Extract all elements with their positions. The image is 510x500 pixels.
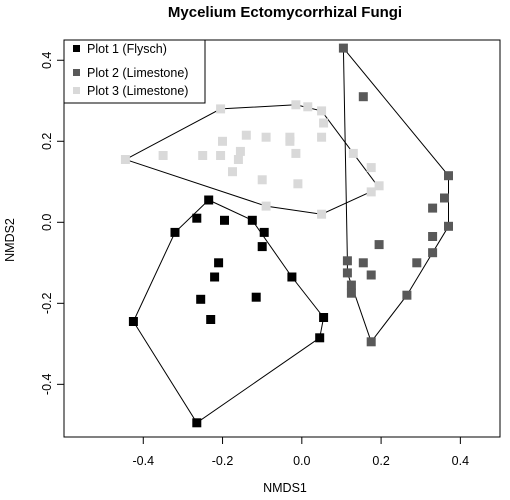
- point-plot-3: [218, 136, 227, 146]
- point-plot-2: [366, 270, 376, 280]
- point-plot-2: [366, 337, 376, 347]
- point-plot-1: [259, 227, 269, 237]
- point-plot-3: [366, 163, 376, 173]
- point-plot-1: [170, 227, 180, 237]
- point-plot-3: [366, 187, 376, 197]
- point-plot-3: [233, 155, 243, 164]
- point-plot-3: [303, 102, 313, 112]
- point-plot-3: [216, 104, 226, 114]
- point-plot-3: [261, 201, 271, 211]
- point-plot-3: [293, 179, 303, 189]
- y-tick-label: 0.2: [40, 133, 54, 150]
- point-plot-3: [228, 167, 237, 177]
- point-plot-2: [374, 240, 384, 250]
- legend-swatch-plot-2: [73, 69, 80, 76]
- point-plot-1: [196, 294, 206, 304]
- point-plot-1: [214, 258, 224, 268]
- point-plot-1: [319, 313, 329, 322]
- legend-box: [63, 39, 206, 104]
- y-tick-label: 0.4: [40, 52, 54, 69]
- point-plot-3: [317, 209, 327, 219]
- point-plot-3: [317, 132, 327, 142]
- y-axis-label: NMDS2: [3, 218, 17, 262]
- legend-swatch-plot-3: [73, 87, 80, 94]
- point-plot-3: [261, 132, 271, 142]
- point-plot-1: [204, 195, 214, 205]
- point-plot-3: [158, 151, 168, 160]
- point-plot-3: [291, 100, 301, 110]
- point-plot-1: [192, 213, 202, 223]
- point-plot-1: [220, 215, 229, 225]
- point-plot-2: [440, 193, 449, 203]
- point-plot-2: [428, 232, 438, 241]
- point-plot-3: [120, 155, 130, 164]
- point-plot-3: [285, 136, 295, 146]
- point-plot-1: [315, 333, 325, 343]
- points-layer: [120, 43, 453, 428]
- point-plot-1: [128, 317, 138, 326]
- point-plot-1: [206, 315, 216, 324]
- x-tick-label: 0.4: [452, 454, 469, 468]
- point-plot-2: [358, 92, 368, 102]
- point-plot-1: [251, 292, 261, 302]
- point-plot-2: [358, 258, 368, 268]
- point-plot-1: [257, 242, 267, 252]
- point-plot-3: [348, 148, 358, 158]
- y-axis: -0.4 -0.2 0.0 0.2 0.4: [40, 52, 65, 395]
- legend-swatch-plot-1: [73, 45, 80, 52]
- x-tick-label: 0.0: [293, 454, 310, 468]
- legend-label-plot-3: Plot 3 (Limestone): [87, 84, 188, 98]
- point-plot-2: [428, 203, 438, 213]
- legend: Plot 1 (Flysch) Plot 2 (Limestone) Plot …: [63, 39, 206, 104]
- chart-title: Mycelium Ectomycorrhizal Fungi: [168, 4, 402, 21]
- point-plot-3: [291, 148, 301, 158]
- hull-plot-1: [132, 199, 325, 424]
- y-tick-label: -0.4: [40, 373, 54, 395]
- point-plot-3: [319, 118, 329, 128]
- legend-label-plot-2: Plot 2 (Limestone): [87, 66, 188, 80]
- point-plot-2: [342, 268, 352, 278]
- point-plot-2: [444, 221, 453, 231]
- point-plot-3: [317, 106, 327, 116]
- point-plot-3: [257, 175, 267, 185]
- point-plot-3: [216, 151, 226, 160]
- point-plot-2: [346, 288, 356, 298]
- x-tick-label: -0.4: [132, 454, 154, 468]
- point-plot-2: [346, 280, 356, 290]
- point-plot-1: [247, 215, 257, 225]
- y-tick-label: -0.2: [40, 292, 54, 314]
- point-plot-2: [412, 258, 422, 268]
- hull-plot-2: [342, 46, 449, 343]
- point-plot-1: [210, 272, 220, 282]
- point-plot-1: [287, 272, 297, 282]
- point-plot-1: [192, 418, 202, 428]
- point-plot-3: [374, 181, 384, 191]
- point-plot-2: [342, 256, 352, 266]
- point-plot-2: [338, 43, 348, 53]
- legend-label-plot-1: Plot 1 (Flysch): [87, 42, 167, 56]
- y-tick-label: 0.0: [40, 214, 54, 231]
- point-plot-2: [402, 290, 412, 300]
- point-plot-2: [444, 171, 453, 181]
- x-axis-label: NMDS1: [263, 481, 307, 495]
- point-plot-3: [241, 130, 251, 140]
- x-tick-label: -0.2: [212, 454, 234, 468]
- point-plot-3: [198, 151, 208, 160]
- x-tick-label: 0.2: [372, 454, 389, 468]
- x-axis: -0.4 -0.2 0.0 0.2 0.4: [132, 436, 469, 468]
- point-plot-2: [428, 248, 438, 258]
- point-plot-3: [235, 146, 245, 156]
